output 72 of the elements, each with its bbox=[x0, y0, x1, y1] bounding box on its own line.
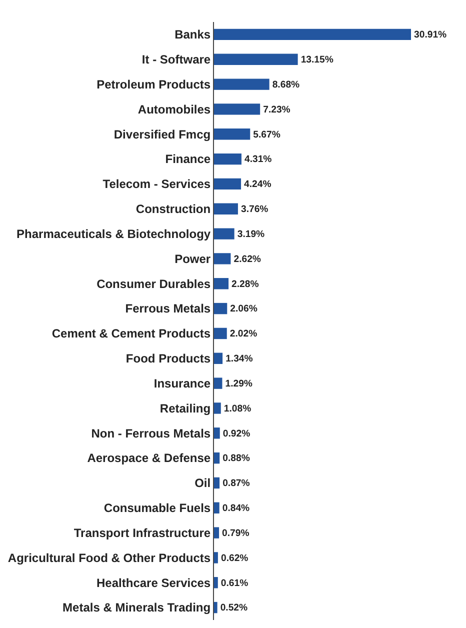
bar bbox=[214, 552, 218, 564]
bar bbox=[214, 253, 231, 264]
y-tick-label: Telecom - Services bbox=[102, 177, 211, 192]
data-label: 13.15% bbox=[300, 54, 334, 66]
data-label: 0.52% bbox=[220, 602, 248, 614]
y-tick-label: Automobiles bbox=[138, 102, 211, 116]
bar bbox=[214, 352, 223, 364]
y-tick-label: Retailing bbox=[160, 401, 211, 416]
bar bbox=[214, 54, 298, 65]
y-tick-label: Pharmaceuticals & Biotechnology bbox=[16, 226, 211, 241]
data-label: 3.76% bbox=[240, 204, 269, 216]
bar bbox=[214, 278, 229, 290]
data-label: 8.68% bbox=[272, 80, 300, 90]
y-tick-label: Diversified Fmcg bbox=[114, 127, 211, 142]
y-tick-label: Non - Ferrous Metals bbox=[91, 426, 211, 440]
bar bbox=[214, 502, 220, 514]
y-tick-label: Ferrous Metals bbox=[125, 302, 211, 316]
bar bbox=[214, 228, 234, 240]
data-label: 0.84% bbox=[222, 503, 250, 514]
data-label: 0.62% bbox=[220, 552, 249, 564]
y-tick-label: Consumable Fuels bbox=[104, 501, 211, 516]
bar bbox=[214, 378, 222, 389]
bar bbox=[214, 178, 242, 190]
data-label: 2.02% bbox=[230, 328, 258, 340]
bar bbox=[214, 203, 238, 214]
data-label: 0.87% bbox=[222, 478, 250, 490]
data-label: 1.08% bbox=[224, 403, 252, 414]
y-tick-label: Consumer Durables bbox=[96, 276, 211, 291]
y-tick-label: Healthcare Services bbox=[96, 576, 211, 590]
data-label: 0.92% bbox=[222, 428, 251, 440]
data-label: 7.23% bbox=[263, 104, 291, 116]
y-tick-label: Construction bbox=[136, 202, 211, 216]
data-label: 4.24% bbox=[244, 179, 272, 190]
bar bbox=[214, 477, 220, 489]
y-tick-label: Petroleum Products bbox=[96, 77, 211, 92]
data-label: 30.91% bbox=[414, 30, 448, 41]
data-label: 2.62% bbox=[234, 254, 262, 265]
bar bbox=[214, 527, 220, 538]
data-label: 2.28% bbox=[232, 278, 260, 290]
bar bbox=[214, 153, 242, 165]
data-label: 4.31% bbox=[244, 154, 272, 166]
y-tick-label: Metals & Minerals Trading bbox=[62, 600, 211, 615]
y-tick-label: Transport Infrastructure bbox=[74, 526, 211, 540]
bar bbox=[214, 328, 227, 340]
bar bbox=[214, 78, 270, 90]
bar bbox=[214, 302, 228, 314]
y-tick-label: It - Software bbox=[142, 52, 211, 67]
y-tick-label: Food Products bbox=[126, 352, 211, 366]
y-tick-label: Finance bbox=[165, 152, 211, 166]
bar bbox=[214, 28, 411, 40]
bar bbox=[214, 602, 218, 614]
y-tick-label: Insurance bbox=[154, 376, 211, 390]
bar bbox=[214, 104, 260, 115]
data-label: 3.19% bbox=[237, 229, 266, 240]
data-label: 1.34% bbox=[226, 354, 254, 365]
data-label: 0.61% bbox=[220, 578, 249, 589]
y-tick-label: Cement & Cement Products bbox=[52, 326, 211, 341]
bar bbox=[214, 128, 250, 140]
y-tick-label: Power bbox=[174, 252, 211, 266]
data-label: 2.06% bbox=[230, 304, 258, 315]
data-label: 0.79% bbox=[222, 528, 250, 539]
y-tick-label: Banks bbox=[174, 28, 211, 42]
bar bbox=[214, 452, 220, 464]
data-label: 0.88% bbox=[222, 453, 250, 464]
bar bbox=[214, 428, 220, 439]
data-label: 5.67% bbox=[253, 129, 281, 140]
y-tick-label: Oil bbox=[194, 476, 211, 490]
y-tick-label: Agricultural Food & Other Products bbox=[8, 550, 211, 565]
y-tick-label: Aerospace & Defense bbox=[87, 451, 211, 466]
data-label: 1.29% bbox=[225, 378, 253, 390]
bar bbox=[214, 402, 221, 414]
bar bbox=[214, 577, 218, 588]
